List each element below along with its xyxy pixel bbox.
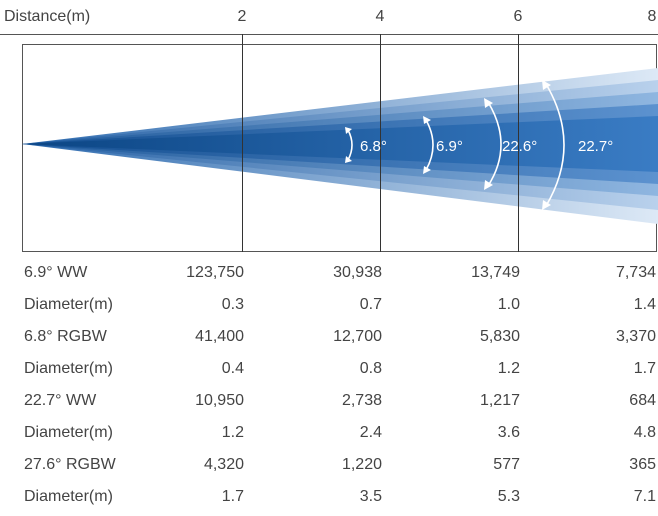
value-4m: 30,938 (333, 264, 382, 281)
arc-arrow-2a (423, 116, 431, 124)
row-label: Diameter(m) (24, 424, 113, 441)
value-4m: 0.8 (359, 360, 382, 377)
angle-arc-4 (545, 83, 565, 207)
row-label: Diameter(m) (24, 360, 113, 377)
arc-arrow-1a (345, 127, 352, 134)
value-6m: 1,217 (479, 392, 520, 409)
value-4m: 3.5 (359, 488, 382, 505)
value-2m: 0.3 (221, 296, 244, 313)
value-2m: 123,750 (186, 264, 244, 281)
value-2m: 0.4 (221, 360, 244, 377)
distance-tick-4: 4 (375, 8, 385, 25)
row-label: 27.6° RGBW (24, 456, 116, 473)
arc-arrow-3b (484, 180, 493, 190)
value-4m: 2,738 (341, 392, 382, 409)
table-row: 6.8° RGBW 41,400 12,700 5,830 3,370 (0, 320, 658, 352)
value-4m: 12,700 (333, 328, 382, 345)
row-label: 6.9° WW (24, 264, 88, 281)
row-label: 6.8° RGBW (24, 328, 107, 345)
value-2m: 4,320 (203, 456, 244, 473)
arc-arrow-1b (345, 156, 352, 163)
value-8m: 7.1 (633, 488, 656, 505)
value-6m: 3.6 (497, 424, 520, 441)
value-2m: 41,400 (195, 328, 244, 345)
value-4m: 0.7 (359, 296, 382, 313)
value-6m: 5,830 (479, 328, 520, 345)
arc-arrow-3a (484, 98, 493, 108)
value-4m: 1,220 (341, 456, 382, 473)
value-8m: 3,370 (615, 328, 656, 345)
table-row: Diameter(m) 1.7 3.5 5.3 7.1 (0, 480, 658, 512)
angle-label-22-6: 22.6° (502, 138, 537, 155)
value-4m: 2.4 (359, 424, 382, 441)
table-row: Diameter(m) 0.3 0.7 1.0 1.4 (0, 288, 658, 320)
table-row: Diameter(m) 1.2 2.4 3.6 4.8 (0, 416, 658, 448)
angle-arc-3 (487, 101, 502, 187)
angle-arc-1 (347, 129, 353, 161)
value-8m: 1.7 (633, 360, 656, 377)
value-8m: 7,734 (615, 264, 656, 281)
value-8m: 4.8 (633, 424, 656, 441)
row-label: Diameter(m) (24, 488, 113, 505)
arc-arrow-2b (423, 166, 431, 174)
angle-arc-2 (425, 119, 434, 171)
table-row: 27.6° RGBW 4,320 1,220 577 365 (0, 448, 658, 480)
value-8m: 1.4 (633, 296, 656, 313)
row-label: 22.7° WW (24, 392, 97, 409)
value-6m: 1.2 (497, 360, 520, 377)
distance-tick-8: 8 (647, 8, 657, 25)
value-8m: 365 (629, 456, 656, 473)
value-2m: 10,950 (195, 392, 244, 409)
value-2m: 1.7 (221, 488, 244, 505)
value-2m: 1.2 (221, 424, 244, 441)
table-row: Diameter(m) 0.4 0.8 1.2 1.7 (0, 352, 658, 384)
angle-label-22-7: 22.7° (578, 138, 613, 155)
table-row: 6.9° WW 123,750 30,938 13,749 7,734 (0, 256, 658, 288)
value-6m: 577 (493, 456, 520, 473)
distance-header: Distance(m) 2 4 6 8 (0, 0, 658, 34)
angle-label-6-8: 6.8° (360, 138, 387, 155)
row-label: Diameter(m) (24, 296, 113, 313)
arc-arrow-4a (542, 80, 551, 90)
distance-label: Distance(m) (4, 8, 91, 25)
angle-label-6-9: 6.9° (436, 138, 463, 155)
value-6m: 13,749 (471, 264, 520, 281)
value-6m: 1.0 (497, 296, 520, 313)
value-6m: 5.3 (497, 488, 520, 505)
value-8m: 684 (629, 392, 656, 409)
table-row: 22.7° WW 10,950 2,738 1,217 684 (0, 384, 658, 416)
distance-tick-2: 2 (237, 8, 247, 25)
arc-arrow-4b (542, 200, 551, 210)
distance-tick-6: 6 (513, 8, 523, 25)
